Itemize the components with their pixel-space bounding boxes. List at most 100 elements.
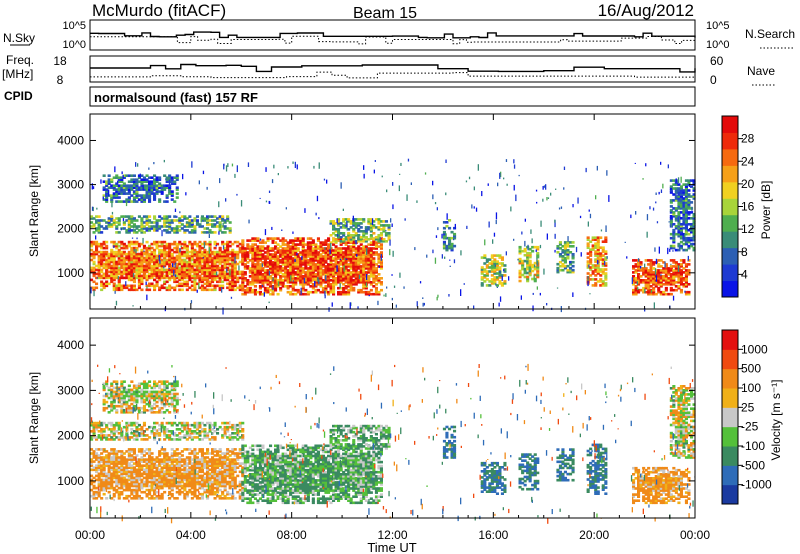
heatmap-cell: [185, 282, 189, 286]
heatmap-cell: [349, 226, 353, 229]
heatmap-cell: [97, 456, 101, 459]
heatmap-cell: [258, 271, 262, 274]
heatmap-cell: [173, 274, 177, 278]
heatmap-cell: [356, 253, 358, 257]
heatmap-cell: [226, 266, 230, 270]
heatmap-cell: [206, 264, 210, 268]
heatmap-cell: [165, 268, 169, 272]
heatmap-cell: [311, 253, 315, 256]
heatmap-cell: [637, 269, 641, 272]
heatmap-cell: [97, 225, 101, 228]
heatmap-cell: [185, 284, 189, 288]
power-heatmap-cells: [90, 158, 696, 315]
heatmap-cell: [218, 278, 222, 282]
heatmap-cell: [173, 250, 177, 254]
trace-solid: [90, 63, 696, 73]
heatmap-cell: [316, 259, 320, 262]
heatmap-cell: [437, 227, 439, 231]
heatmap-cell: [684, 271, 688, 274]
heatmap-cell: [145, 194, 149, 197]
heatmap-cell: [284, 259, 288, 262]
heatmap-cell: [211, 258, 215, 262]
heatmap-cell: [218, 217, 222, 220]
heatmap-cell: [359, 273, 363, 276]
heatmap-cell: [132, 470, 136, 474]
heatmap-cell: [206, 276, 210, 280]
heatmap-cell: [649, 275, 653, 278]
heatmap-cell: [142, 244, 146, 248]
heatmap-cell: [503, 269, 505, 272]
heatmap-cell: [150, 284, 154, 288]
heatmap-cell: [359, 265, 363, 268]
heatmap-cell: [97, 454, 101, 457]
heatmap-cell: [662, 269, 666, 272]
heatmap-cell: [165, 478, 169, 482]
heatmap-cell: [599, 268, 603, 271]
heatmap-cell: [112, 188, 116, 191]
heatmap-cell: [120, 286, 124, 290]
heatmap-cell: [112, 468, 116, 472]
heatmap-cell: [102, 488, 106, 492]
heatmap-cell: [644, 267, 648, 270]
heatmap-cell: [165, 464, 169, 467]
heatmap-cell: [155, 180, 159, 183]
heatmap-cell: [304, 251, 308, 254]
heatmap-cell: [163, 184, 167, 187]
heatmap-cell: [306, 267, 310, 270]
heatmap-cell: [684, 193, 688, 196]
heatmap-cell: [120, 476, 124, 480]
heatmap-cell: [536, 267, 540, 271]
heatmap-cell: [112, 456, 116, 459]
heatmap-cell: [604, 256, 608, 259]
heatmap-cell: [494, 264, 496, 267]
heatmap-cell: [132, 462, 136, 465]
heatmap-cell: [155, 260, 159, 264]
heatmap-cell: [223, 250, 227, 254]
heatmap-cell: [92, 272, 96, 276]
heatmap-cell: [110, 448, 114, 451]
heatmap-cell: [294, 255, 298, 258]
heatmap-cell: [652, 288, 656, 292]
heatmap-cell: [135, 474, 139, 478]
heatmap-cell: [165, 276, 169, 280]
heatmap-cell: [263, 269, 267, 272]
heatmap-cell: [599, 252, 603, 255]
heatmap-cell: [261, 292, 265, 296]
freq-label-line1: Freq.: [6, 53, 34, 67]
heatmap-cell: [281, 239, 285, 242]
heatmap-cell: [349, 286, 353, 290]
heatmap-cell: [185, 223, 189, 226]
heatmap-cell: [301, 245, 305, 248]
heatmap-cell: [120, 470, 124, 474]
heatmap-cell: [107, 225, 111, 228]
heatmap-cell: [170, 256, 174, 260]
heatmap-cell: [601, 262, 605, 265]
heatmap-cell: [137, 229, 141, 232]
heatmap-cell: [188, 250, 192, 254]
heatmap-cell: [344, 243, 348, 246]
heatmap-cell: [324, 251, 328, 254]
heatmap-cell: [115, 276, 119, 280]
heatmap-cell: [203, 256, 207, 260]
heatmap-cell: [291, 286, 295, 290]
heatmap-cell: [493, 254, 497, 257]
heatmap-cell: [442, 246, 446, 250]
heatmap-cell: [319, 243, 323, 246]
heatmap-cell: [142, 260, 146, 264]
heatmap-cell: [251, 261, 255, 264]
heatmap-cell: [155, 256, 159, 260]
heatmap-cell: [684, 191, 688, 194]
heatmap-cell: [672, 265, 676, 268]
heatmap-cell: [644, 279, 648, 282]
heatmap-cell: [188, 276, 192, 280]
heatmap-cell: [145, 482, 149, 486]
heatmap-cell: [117, 221, 121, 224]
heatmap-cell: [332, 277, 336, 280]
heatmap-cell: [363, 173, 365, 179]
heatmap-cell: [271, 249, 275, 252]
heatmap-cell: [160, 452, 164, 455]
heatmap-cell: [644, 269, 648, 272]
heatmap-cell: [258, 285, 262, 288]
heatmap-cell: [130, 274, 134, 278]
heatmap-cell: [135, 256, 139, 260]
